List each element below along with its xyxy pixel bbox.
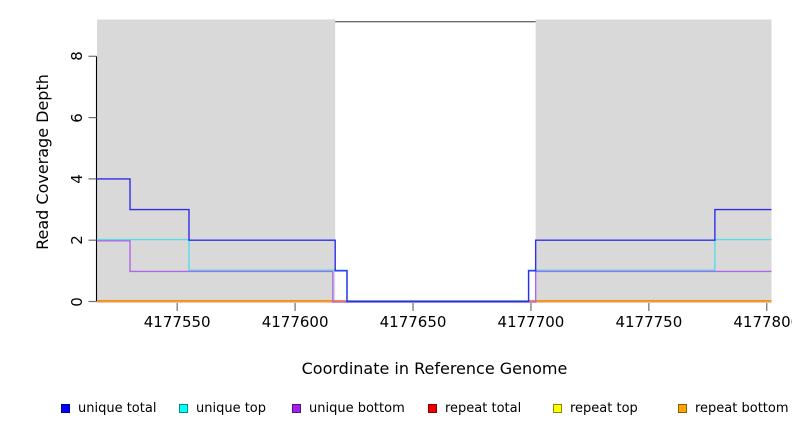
legend: unique total unique top unique bottom repea… <box>0 399 792 417</box>
legend-item-repeat-bottom: repeat bottom <box>678 399 789 417</box>
series-line-unique-bottom <box>97 240 772 303</box>
legend-swatch-icon <box>428 403 437 413</box>
x-tick-label: 4177700 <box>497 313 565 331</box>
legend-item-repeat-top: repeat top <box>553 399 638 417</box>
legend-swatch-icon <box>553 403 562 413</box>
legend-item-repeat-total: repeat total <box>428 399 521 417</box>
legend-label: repeat total <box>445 400 522 416</box>
y-tick-label: 8 <box>68 51 86 62</box>
x-tick-label: 4177550 <box>143 313 211 331</box>
legend-swatch-icon <box>61 403 70 413</box>
y-axis-title: Read Coverage Depth <box>33 74 52 250</box>
x-tick-label: 4177650 <box>379 313 447 331</box>
x-tick-label: 4177600 <box>261 313 329 331</box>
legend-item-unique-bottom: unique bottom <box>292 399 405 417</box>
legend-label: unique top <box>196 400 267 416</box>
legend-label: unique total <box>78 400 157 416</box>
y-tick-label: 6 <box>68 112 86 123</box>
x-tick-label: 4177800 <box>733 313 792 331</box>
repeat-region-left <box>97 19 336 303</box>
x-axis-title: Coordinate in Reference Genome <box>301 359 568 378</box>
legend-item-unique-total: unique total <box>61 399 156 417</box>
y-tick-label: 4 <box>68 174 86 184</box>
y-tick-label: 2 <box>68 235 86 245</box>
legend-swatch-icon <box>292 403 301 413</box>
legend-label: unique bottom <box>309 400 405 416</box>
x-tick-label: 4177750 <box>615 313 683 331</box>
legend-item-unique-top: unique top <box>179 399 266 417</box>
repeat-region-right <box>535 19 772 303</box>
legend-swatch-icon <box>179 403 188 413</box>
legend-label: repeat top <box>570 400 638 416</box>
series-line-unique-total <box>97 178 772 303</box>
legend-label: repeat bottom <box>695 400 789 416</box>
legend-swatch-icon <box>678 403 687 413</box>
y-tick-label: 0 <box>68 296 86 307</box>
